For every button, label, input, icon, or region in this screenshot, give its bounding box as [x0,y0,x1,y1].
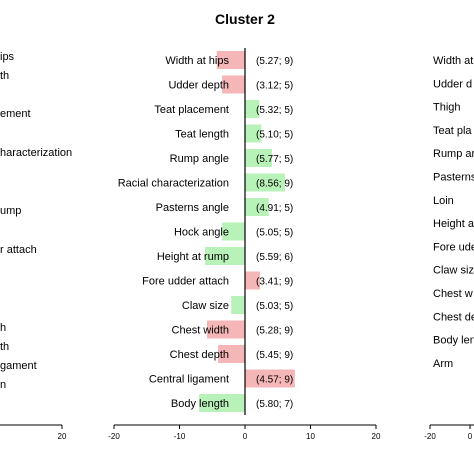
chart-title: Cluster 2 [215,11,275,27]
category-label: Body length [171,398,229,410]
category-label: Hock angle [174,227,229,239]
right-panel-tick-label: 0 [468,432,473,441]
value-annotation: (4.91; 5) [256,203,293,214]
category-label: Fore udder attach [142,276,229,288]
category-label: Pasterns angle [156,202,229,214]
x-tick-label: -10 [174,432,186,441]
value-annotation: (3.41; 9) [256,277,293,288]
right-panel-label: Fore ude [433,241,474,253]
left-panel-label: r attach [0,244,37,256]
value-annotation: (5.59; 6) [256,252,293,263]
right-panel: Width at Udder d Thigh Teat pla Rump ar Paste… [424,55,474,441]
left-panel: ips th ement haracterization ump r attach h th g… [0,51,72,441]
bar-12 [218,345,245,363]
left-panel-label: haracterization [0,147,72,159]
bar-13 [245,369,295,388]
left-panel-label: th [0,70,9,82]
x-tick-label: 20 [372,432,381,441]
right-panel-label: Body len [433,335,474,347]
right-panel-label: Chest w [433,288,473,300]
right-panel-label: Udder d [433,78,472,90]
bar-10 [231,296,245,314]
bar-7 [222,222,245,241]
right-panel-label: Loin [433,195,454,207]
value-annotation: (5.45; 9) [256,350,293,361]
category-label: Central ligament [149,374,229,386]
left-panel-label: th [0,341,9,353]
left-panel-label: ump [0,205,21,217]
right-panel-label: Height a [433,218,474,230]
bar-3 [245,124,262,143]
right-panel-label: Arm [433,358,453,370]
value-annotation: (5.32; 5) [256,105,293,116]
category-label: Teat length [175,129,229,141]
bar-8 [205,247,245,265]
bar-4 [245,149,272,167]
bar-6 [245,198,269,216]
left-panel-label: gament [0,360,37,372]
value-annotation: (5.80; 7) [256,399,293,410]
right-panel-label: Pasterns [433,172,474,184]
bar-11 [207,320,245,339]
left-panel-label: ips [0,51,15,63]
value-annotation: (5.27; 9) [256,56,293,67]
left-panel-tick-label: 20 [58,432,67,441]
value-annotation: (5.03; 5) [256,301,293,312]
right-panel-label: Claw siz [433,265,474,277]
bar-0 [216,51,245,69]
bar-1 [222,75,245,94]
category-label: Chest depth [170,349,229,361]
right-panel-tick-label: -20 [424,432,436,441]
category-label: Udder depth [168,80,229,92]
x-tick-label: 0 [243,432,248,441]
bar-14 [199,394,245,412]
category-label: Chest width [172,325,229,337]
left-panel-label: n [0,379,6,391]
bar-2 [245,100,260,118]
category-label: Teat placement [154,104,229,116]
value-annotation: (3.12; 5) [256,81,293,92]
right-panel-label: Chest de [433,311,474,323]
value-annotation: (4.57; 9) [256,375,293,386]
category-label: Height at rump [157,251,229,263]
right-panel-label: Thigh [433,102,461,114]
category-label: Claw size [182,300,229,312]
value-annotation: (5.77; 5) [256,154,293,165]
center-panel: Width at hips (5.27; 9) Udder depth (3.12; … [108,48,381,441]
value-annotation: (5.05; 5) [256,228,293,239]
category-label: Racial characterization [118,178,229,190]
right-panel-label: Teat pla [433,125,472,137]
category-label: Width at hips [165,55,229,67]
x-tick-label: 10 [306,432,315,441]
category-label: Rump angle [170,153,229,165]
left-panel-label: ement [0,108,31,120]
right-panel-label: Rump ar [433,148,474,160]
value-annotation: (5.10; 5) [256,130,293,141]
value-annotation: (5.28; 9) [256,326,293,337]
left-panel-label: h [0,322,6,334]
value-annotation: (8.56; 9) [256,179,293,190]
bar-5 [245,173,285,192]
x-tick-label: -20 [108,432,120,441]
right-panel-label: Width at [433,55,473,67]
bar-9 [245,271,261,290]
